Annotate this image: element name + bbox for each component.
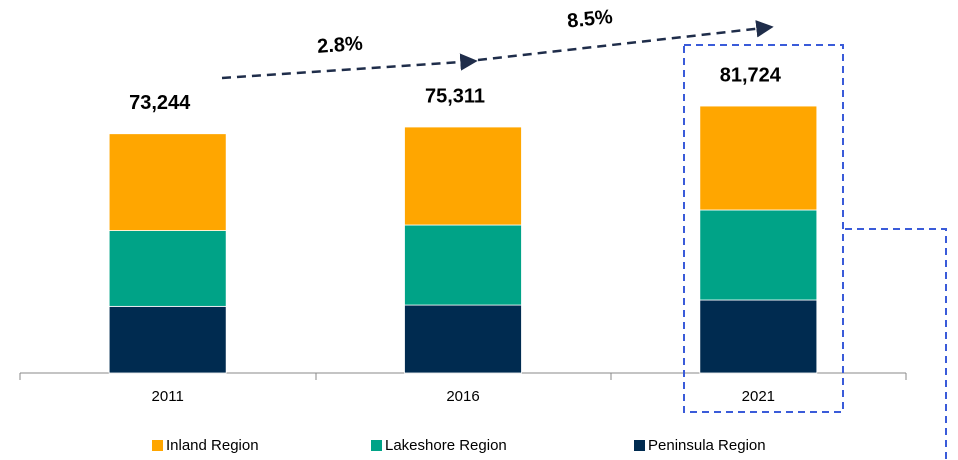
x-tick-label: 2011 [152, 388, 184, 405]
x-tick-label: 2016 [446, 388, 479, 405]
bar-segment [699, 209, 818, 301]
highlight-box [683, 44, 844, 413]
legend-swatch [634, 440, 645, 451]
total-label: 73,244 [129, 92, 191, 114]
bar-segment [699, 105, 818, 211]
growth-label: 2.8% [316, 33, 363, 58]
legend-label: Peninsula Region [648, 437, 766, 454]
x-tick-label: 2021 [742, 388, 775, 405]
legend-swatch [371, 440, 382, 451]
bar-segment [404, 304, 522, 374]
bar-segment [404, 126, 522, 226]
legend-label: Inland Region [166, 437, 259, 454]
axis-ticks [19, 373, 907, 380]
growth-arrow [221, 53, 478, 80]
bar-segment [699, 299, 818, 374]
total-label: 75,311 [425, 85, 485, 107]
bar-segment [108, 305, 227, 374]
growth-label: 8.5% [566, 6, 614, 33]
growth-arrow [477, 20, 774, 62]
bar-segment [404, 224, 522, 306]
bar-segment [108, 133, 227, 231]
legend-swatch [152, 440, 163, 451]
total-label: 81,724 [720, 64, 782, 86]
legend-label: Lakeshore Region [385, 437, 507, 454]
bar-segment [108, 230, 227, 307]
connector [845, 228, 947, 460]
